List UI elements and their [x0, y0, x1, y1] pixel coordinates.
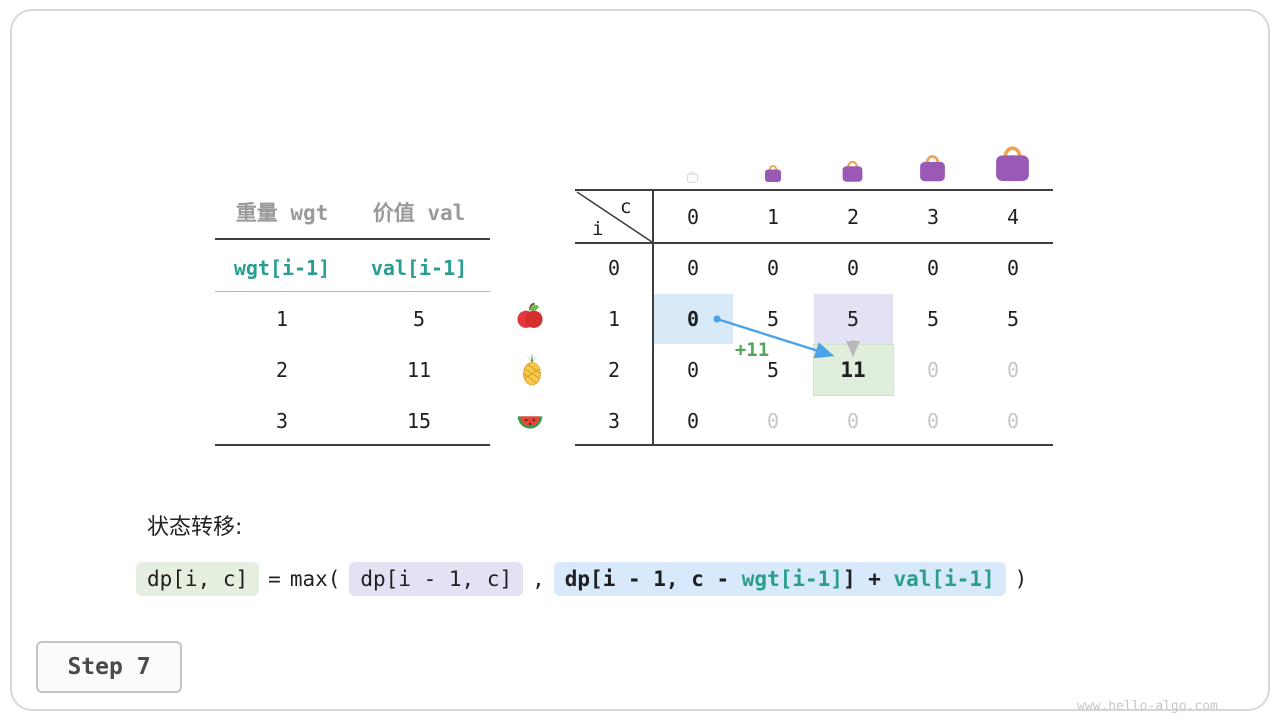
dp-cell-1-2: 5 [846, 307, 860, 331]
dp-row-header-2: 2 [607, 358, 621, 382]
items-table-top-rule [215, 238, 490, 240]
dp-cell-1-3: 5 [926, 307, 940, 331]
items-formula-wgt: wgt[i-1] [233, 256, 331, 280]
item-3-value: 15 [406, 409, 432, 433]
dp-cell-3-3: 0 [926, 409, 940, 433]
dp-cell-0-0: 0 [686, 256, 700, 280]
dp-cell-2-3: 0 [926, 358, 940, 382]
formula-term2-val: val[i-1] [893, 567, 995, 591]
dp-cell-1-0: 0 [686, 307, 700, 331]
dp-cell-2-4: 0 [1006, 358, 1020, 382]
bag-size-1-icon [765, 165, 781, 182]
formula-term2: dp[i - 1, c - wgt[i-1]] + val[i-1] [553, 562, 1006, 596]
dp-cell-1-1: 5 [766, 307, 780, 331]
dp-cell-2-2: 11 [840, 358, 866, 382]
bag-size-4-icon [996, 146, 1029, 181]
dp-table-header-rule [575, 242, 1053, 244]
item-2-weight: 2 [275, 358, 289, 382]
items-header-value: 价值 val [372, 201, 466, 225]
item-2-value: 11 [406, 358, 432, 382]
bag-size-2-icon [842, 160, 863, 182]
items-formula-val: val[i-1] [370, 256, 468, 280]
item-1-weight: 1 [275, 307, 289, 331]
dp-row-header-1: 1 [607, 307, 621, 331]
dp-table-vertical-rule [652, 189, 654, 446]
formula-term2-prefix: dp[i - 1, c - [564, 567, 742, 591]
step-indicator[interactable]: Step 7 [36, 641, 182, 693]
dp-table-top-rule [575, 189, 1053, 191]
formula-comma: , [532, 567, 545, 591]
bag-empty-icon [686, 171, 699, 183]
items-table-mid-rule [215, 291, 490, 292]
figure-card [10, 9, 1270, 711]
apple-icon [517, 302, 543, 328]
dp-col-header-2: 2 [846, 205, 860, 229]
dp-cell-0-2: 0 [846, 256, 860, 280]
dp-row-header-3: 3 [607, 409, 621, 433]
watermelon-icon [517, 416, 543, 429]
formula-close-paren: ) [1014, 567, 1028, 591]
item-3-weight: 3 [275, 409, 289, 433]
formula-equals: = [268, 567, 281, 591]
dp-col-header-3: 3 [926, 205, 940, 229]
plus-value-annotation: +11 [734, 339, 770, 361]
dp-cell-1-4: 5 [1006, 307, 1020, 331]
dp-cell-0-3: 0 [926, 256, 940, 280]
bag-size-3-icon [920, 155, 945, 182]
dp-cell-0-4: 0 [1006, 256, 1020, 280]
watermark: www.hello-algo.com [1077, 699, 1218, 714]
dp-cell-3-0: 0 [686, 409, 700, 433]
items-header-weight: 重量 wgt [235, 201, 329, 225]
items-table-bottom-rule [215, 444, 490, 446]
dp-cell-0-1: 0 [766, 256, 780, 280]
formula-max-open: max( [289, 567, 341, 591]
dp-corner-col-var: c [620, 196, 632, 218]
formula-term2-wgt: wgt[i-1] [741, 567, 843, 591]
item-1-value: 5 [412, 307, 426, 331]
dp-cell-3-1: 0 [766, 409, 780, 433]
dp-col-header-4: 4 [1006, 205, 1020, 229]
dp-cell-3-4: 0 [1006, 409, 1020, 433]
formula-lhs: dp[i, c] [136, 562, 260, 596]
transition-formula: dp[i, c] = max( dp[i - 1, c] , dp[i - 1,… [136, 562, 1027, 596]
dp-col-header-0: 0 [686, 205, 700, 229]
dp-cell-2-1: 5 [766, 358, 780, 382]
formula-term2-mid: ] + [842, 567, 894, 591]
pineapple-icon [523, 353, 541, 386]
transition-label: 状态转移: [147, 515, 243, 540]
dp-table-bottom-rule [575, 444, 1053, 446]
formula-term1: dp[i - 1, c] [349, 562, 524, 596]
dp-row-header-0: 0 [607, 256, 621, 280]
dp-cell-3-2: 0 [846, 409, 860, 433]
dp-col-header-1: 1 [766, 205, 780, 229]
dp-cell-2-0: 0 [686, 358, 700, 382]
dp-corner-row-var: i [592, 218, 604, 240]
